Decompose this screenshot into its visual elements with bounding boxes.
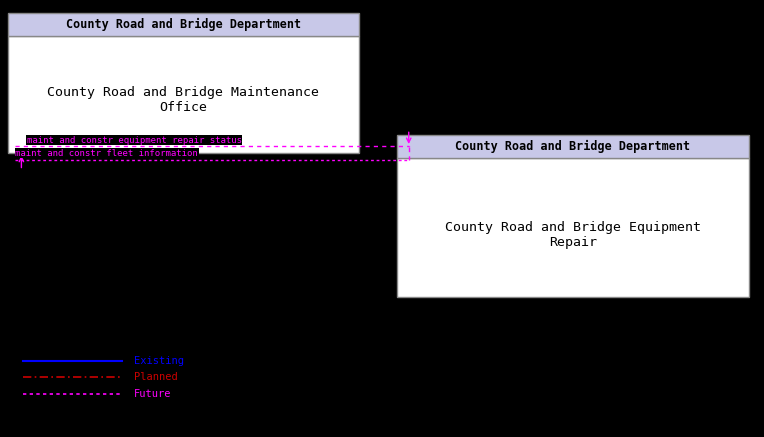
Bar: [397, 158, 749, 297]
Text: maint and constr equipment repair status: maint and constr equipment repair status: [27, 135, 241, 145]
Text: County Road and Bridge Maintenance
Office: County Road and Bridge Maintenance Offic…: [47, 86, 319, 114]
Bar: [8, 36, 359, 153]
Bar: [8, 13, 359, 36]
Text: County Road and Bridge Department: County Road and Bridge Department: [455, 140, 691, 153]
Text: maint and constr fleet information: maint and constr fleet information: [15, 149, 198, 158]
Text: County Road and Bridge Department: County Road and Bridge Department: [66, 18, 301, 31]
Text: County Road and Bridge Equipment
Repair: County Road and Bridge Equipment Repair: [445, 221, 701, 249]
Text: Future: Future: [134, 389, 171, 399]
Text: Existing: Existing: [134, 356, 183, 365]
Text: Planned: Planned: [134, 372, 177, 382]
Bar: [397, 135, 749, 158]
